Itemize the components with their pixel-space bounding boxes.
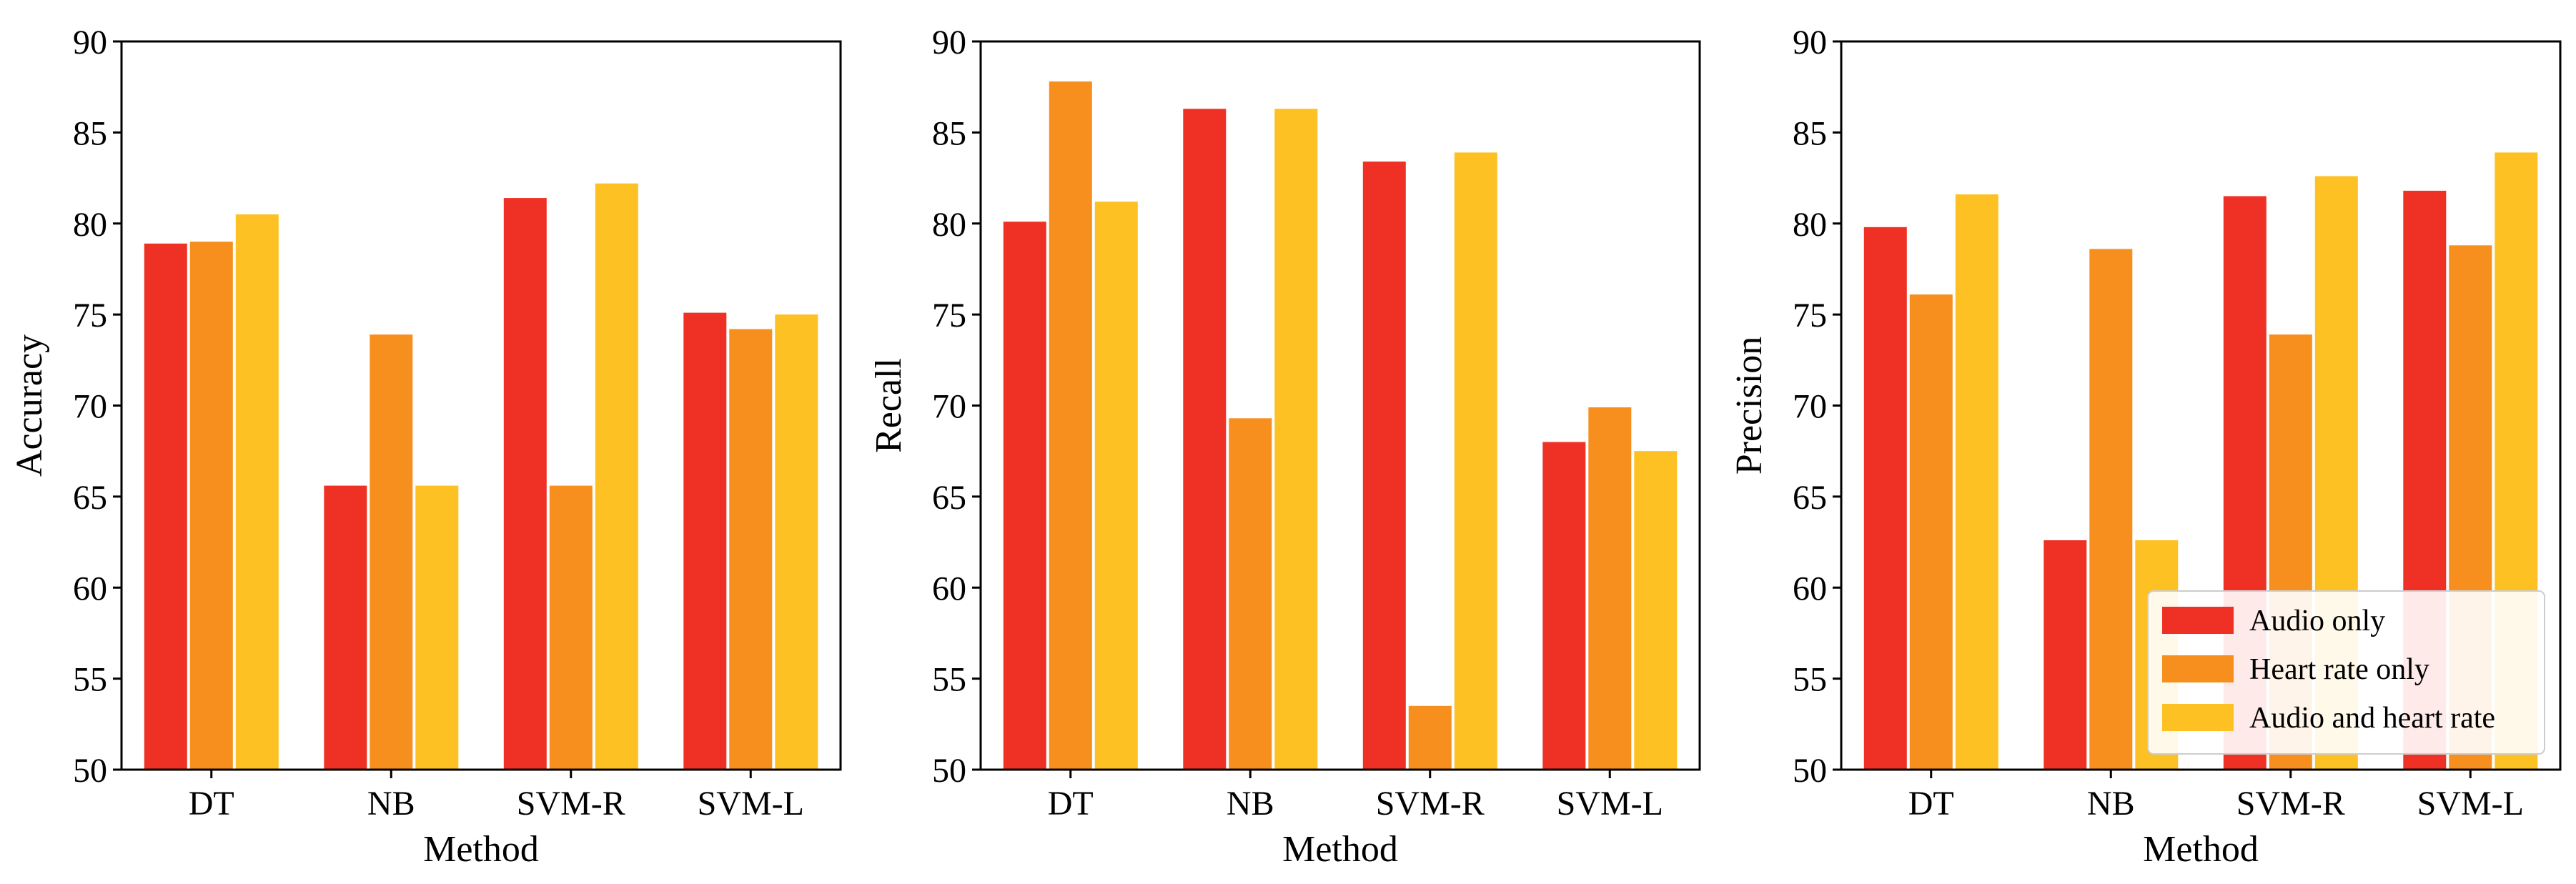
x-tick-label: SVM-L xyxy=(2417,785,2524,823)
y-tick-label: 65 xyxy=(73,479,107,517)
x-tick-label: SVM-R xyxy=(2236,785,2345,823)
y-tick-label: 60 xyxy=(932,570,966,607)
x-tick-label: SVM-R xyxy=(517,785,625,823)
bar-audio-and-heart-rate-svm-l: Audio and heart rate / SVM-L: 67.5 xyxy=(1634,451,1678,770)
bar-audio-and-heart-rate-dt: Audio and heart rate / DT: 81.2 xyxy=(1094,202,1138,770)
x-tick-label: SVM-L xyxy=(698,785,804,823)
y-tick-label: 85 xyxy=(932,114,966,152)
x-tick-label: NB xyxy=(367,785,415,823)
bar-heart-rate-only-svm-l: Heart rate only / SVM-L: 69.9 xyxy=(1588,407,1632,770)
y-tick-label: 80 xyxy=(932,206,966,244)
y-tick-label: 75 xyxy=(73,297,107,334)
x-tick-label: SVM-L xyxy=(1557,785,1663,823)
y-tick-label: 55 xyxy=(1793,661,1827,699)
chart-panel-precision: Audio only / DT: 79.8Heart rate only / D… xyxy=(1729,24,2562,870)
bar-audio-and-heart-rate-svm-r: Audio and heart rate / SVM-R: 82.2 xyxy=(595,183,638,770)
bar-audio-and-heart-rate-dt: Audio and heart rate / DT: 80.5 xyxy=(235,214,279,770)
bar-audio-only-nb: Audio only / NB: 62.6 xyxy=(2044,540,2087,770)
y-tick-label: 75 xyxy=(932,297,966,334)
bar-audio-only-svm-l: Audio only / SVM-L: 75.1 xyxy=(683,312,727,770)
bar-heart-rate-only-nb: Heart rate only / NB: 73.9 xyxy=(370,334,413,770)
x-tick-label: DT xyxy=(1048,785,1094,823)
legend-swatch-heart-rate-only xyxy=(2162,655,2234,682)
legend: Audio only Heart rate only Audio and heart… xyxy=(2147,590,2545,755)
y-tick-label: 70 xyxy=(73,388,107,426)
bar-audio-and-heart-rate-nb: Audio and heart rate / NB: 86.3 xyxy=(1274,109,1318,770)
chart-panel-accuracy: Audio only / DT: 78.9Heart rate only / D… xyxy=(9,24,842,870)
bar-audio-and-heart-rate-nb: Audio and heart rate / NB: 65.6 xyxy=(415,485,459,770)
x-tick-label: DT xyxy=(189,785,234,823)
x-tick-label: SVM-R xyxy=(1376,785,1485,823)
x-tick-label: NB xyxy=(1227,785,1274,823)
bar-audio-only-dt: Audio only / DT: 80.1 xyxy=(1003,222,1046,770)
bar-heart-rate-only-svm-r: Heart rate only / SVM-R: 65.6 xyxy=(549,485,593,770)
y-tick-label: 70 xyxy=(932,388,966,426)
y-tick-label: 60 xyxy=(73,570,107,607)
bar-audio-only-svm-l: Audio only / SVM-L: 68 xyxy=(1542,442,1586,770)
bar-audio-only-svm-r: Audio only / SVM-R: 81.4 xyxy=(503,198,547,770)
y-axis-label: Recall xyxy=(868,358,909,453)
y-tick-label: 90 xyxy=(1793,24,1827,61)
legend-swatch-audio-only xyxy=(2162,607,2234,634)
legend-label: Audio and heart rate xyxy=(2249,702,2495,735)
bar-audio-only-nb: Audio only / NB: 65.6 xyxy=(324,485,367,770)
bar-audio-only-nb: Audio only / NB: 86.3 xyxy=(1183,109,1227,770)
bar-heart-rate-only-svm-l: Heart rate only / SVM-L: 74.2 xyxy=(729,329,773,770)
bar-heart-rate-only-nb: Heart rate only / NB: 69.3 xyxy=(1229,418,1272,770)
bar-heart-rate-only-dt: Heart rate only / DT: 79 xyxy=(189,242,233,770)
x-axis-label: Method xyxy=(423,829,539,870)
y-tick-label: 55 xyxy=(932,661,966,699)
x-axis-label: Method xyxy=(2143,829,2259,870)
bar-heart-rate-only-dt: Heart rate only / DT: 76.1 xyxy=(1909,294,1953,770)
x-tick-label: NB xyxy=(2087,785,2135,823)
bar-audio-and-heart-rate-svm-r: Audio and heart rate / SVM-R: 83.9 xyxy=(1454,152,1497,770)
bar-audio-only-dt: Audio only / DT: 79.8 xyxy=(1863,227,1907,770)
y-tick-label: 70 xyxy=(1793,388,1827,426)
bar-audio-and-heart-rate-dt: Audio and heart rate / DT: 81.6 xyxy=(1955,194,1998,770)
y-tick-label: 65 xyxy=(932,479,966,517)
bar-heart-rate-only-svm-r: Heart rate only / SVM-R: 53.5 xyxy=(1408,705,1452,770)
y-tick-label: 50 xyxy=(932,752,966,790)
y-tick-label: 85 xyxy=(1793,114,1827,152)
y-tick-label: 55 xyxy=(73,661,107,699)
bar-audio-and-heart-rate-svm-l: Audio and heart rate / SVM-L: 75 xyxy=(775,314,818,770)
bar-audio-only-svm-r: Audio only / SVM-R: 83.4 xyxy=(1362,162,1406,770)
y-tick-label: 90 xyxy=(932,24,966,61)
y-axis-label: Accuracy xyxy=(9,334,50,477)
bar-heart-rate-only-nb: Heart rate only / NB: 78.6 xyxy=(2089,249,2133,770)
y-axis-label: Precision xyxy=(1729,337,1770,475)
bar-audio-only-dt: Audio only / DT: 78.9 xyxy=(144,243,187,770)
bar-heart-rate-only-dt: Heart rate only / DT: 87.8 xyxy=(1049,81,1092,770)
x-axis-label: Method xyxy=(1282,829,1398,870)
y-tick-label: 90 xyxy=(73,24,107,61)
legend-label: Heart rate only xyxy=(2249,653,2429,686)
y-tick-label: 50 xyxy=(1793,752,1827,790)
y-tick-label: 80 xyxy=(1793,206,1827,244)
legend-swatch-audio-and-heart-rate xyxy=(2162,704,2234,731)
y-tick-label: 80 xyxy=(73,206,107,244)
x-tick-label: DT xyxy=(1908,785,1954,823)
legend-box xyxy=(2147,590,2545,755)
y-tick-label: 65 xyxy=(1793,479,1827,517)
chart-panel-recall: Audio only / DT: 80.1Heart rate only / D… xyxy=(868,24,1701,870)
y-tick-label: 60 xyxy=(1793,570,1827,607)
legend-label: Audio only xyxy=(2249,605,2385,637)
y-tick-label: 50 xyxy=(73,752,107,790)
y-tick-label: 85 xyxy=(73,114,107,152)
y-tick-label: 75 xyxy=(1793,297,1827,334)
